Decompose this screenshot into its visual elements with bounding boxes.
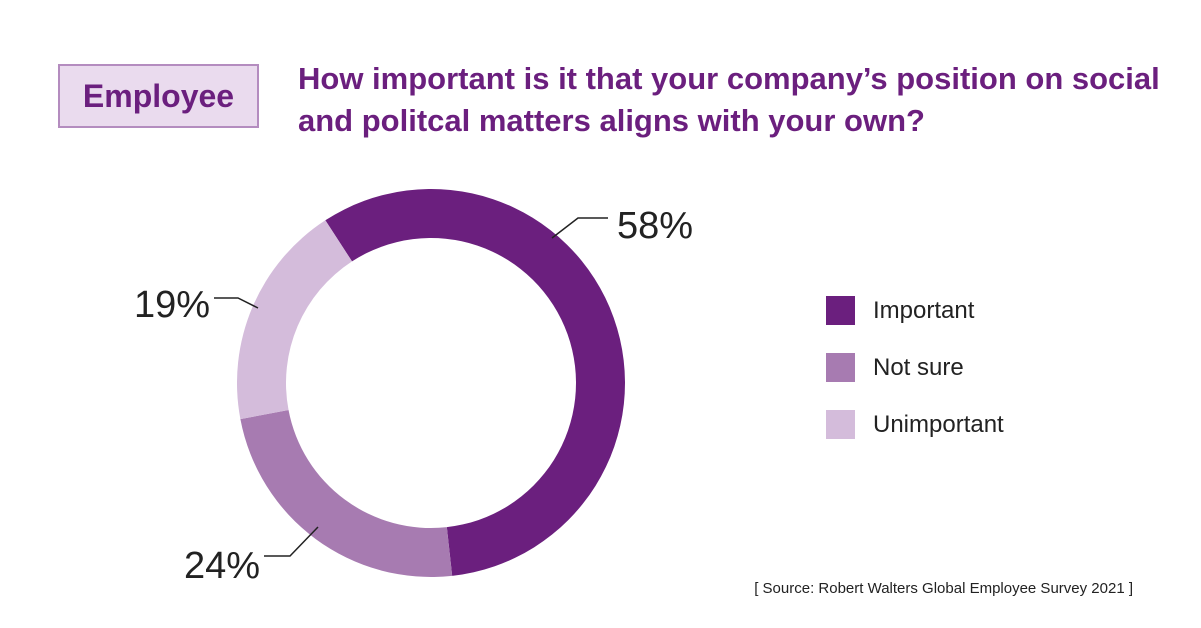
donut-slice-not-sure	[240, 409, 453, 577]
legend: Important Not sure Unimportant	[826, 282, 1004, 453]
source-note: [ Source: Robert Walters Global Employee…	[754, 580, 1133, 597]
donut-slice-unimportant	[237, 220, 353, 420]
leader-line	[551, 217, 608, 239]
legend-item: Not sure	[826, 339, 1004, 396]
legend-item: Important	[826, 282, 1004, 339]
data-label: 19%	[134, 284, 210, 326]
employee-badge: Employee	[58, 64, 259, 128]
leader-line	[214, 297, 259, 309]
legend-swatch	[826, 353, 855, 382]
legend-label: Unimportant	[873, 410, 1004, 438]
data-label: 24%	[184, 545, 260, 587]
donut-slice-important	[325, 188, 625, 576]
data-label: 58%	[617, 205, 693, 247]
legend-item: Unimportant	[826, 396, 1004, 453]
legend-label: Important	[873, 296, 975, 324]
chart-title: How important is it that your company’s …	[298, 61, 1160, 138]
legend-swatch	[826, 410, 855, 439]
leader-line	[264, 526, 319, 557]
legend-label: Not sure	[873, 353, 964, 381]
legend-swatch	[826, 296, 855, 325]
